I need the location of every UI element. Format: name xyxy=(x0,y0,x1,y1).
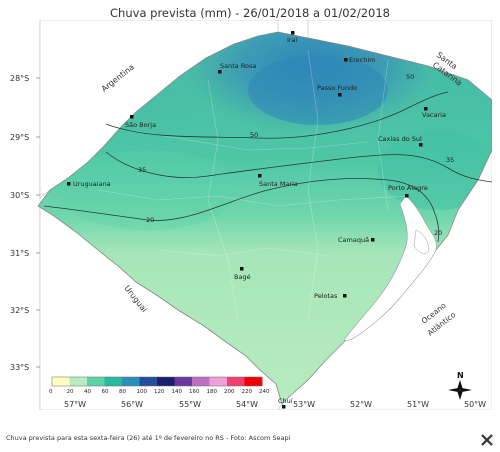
lon-label: 56°W xyxy=(121,400,143,409)
lon-label: 52°W xyxy=(350,400,372,409)
city-label-erechim: Erechim xyxy=(349,56,375,64)
legend-tick-label: 40 xyxy=(84,389,91,395)
legend-swatch xyxy=(122,377,140,386)
city-marker-porto-alegre xyxy=(405,194,409,198)
isoline-label: 35 xyxy=(138,166,146,174)
legend-swatch xyxy=(69,377,88,386)
legend-swatch xyxy=(139,377,158,386)
city-marker-sao-borja xyxy=(130,115,134,119)
legend-tick-label: 140 xyxy=(172,389,183,395)
city-label-caxias-do-sul: Caxias do Sul xyxy=(378,135,422,143)
city-marker-camaqua xyxy=(371,238,375,242)
city-marker-santa-rosa xyxy=(218,70,222,74)
map-title: Chuva prevista (mm) - 26/01/2018 a 01/02… xyxy=(110,6,390,20)
legend-tick-label: 160 xyxy=(189,389,200,395)
lat-label: 32°S xyxy=(10,306,29,315)
lon-label: 54°W xyxy=(236,400,258,409)
legend-swatch xyxy=(52,377,70,386)
city-label-chui: Chuí xyxy=(278,397,293,405)
city-label-santa-rosa: Santa Rosa xyxy=(220,62,256,70)
city-marker-vacaria xyxy=(424,107,428,111)
city-label-irai: Iraí xyxy=(287,36,298,44)
isoline-label: 50 xyxy=(250,131,258,139)
legend-swatch xyxy=(174,377,193,386)
city-marker-erechim xyxy=(344,58,348,62)
city-label-bage: Bagé xyxy=(234,273,251,281)
city-marker-chui xyxy=(282,405,286,409)
legend-tick-label: 80 xyxy=(119,389,126,395)
legend-swatch xyxy=(87,377,105,386)
lon-label: 50°W xyxy=(464,400,486,409)
lon-label: 55°W xyxy=(179,400,201,409)
city-marker-pelotas xyxy=(343,294,347,298)
legend-tick-label: 240 xyxy=(259,389,270,395)
legend-tick-label: 100 xyxy=(137,389,148,395)
city-marker-uruguaiana xyxy=(67,182,71,186)
close-icon[interactable] xyxy=(480,432,494,446)
legend-tick-label: 180 xyxy=(207,389,218,395)
legend-swatch xyxy=(244,377,263,386)
isoline-label: 20 xyxy=(146,216,154,224)
lat-label: 30°S xyxy=(10,191,29,200)
city-label-vacaria: Vacaria xyxy=(422,111,446,119)
legend-tick-label: 20 xyxy=(67,389,74,395)
city-label-passo-fundo: Passo Fundo xyxy=(317,84,357,92)
image-caption: Chuva prevista para esta sexta-feira (26… xyxy=(6,434,291,442)
compass-label: N xyxy=(457,371,464,380)
lon-label: 53°W xyxy=(293,400,315,409)
legend-swatch xyxy=(104,377,123,386)
legend-tick-label: 200 xyxy=(224,389,235,395)
lat-label: 31°S xyxy=(10,249,29,258)
color-legend: 0 20 40 60 80 100 120 140 160 180 200 220 240 xyxy=(48,376,270,395)
rainfall-map: 50 50 35 35 20 20 28°S 29°S 30°S 31°S 32… xyxy=(8,19,493,411)
isoline-label: 35 xyxy=(446,156,454,164)
city-label-camaqua: Camaquã xyxy=(338,236,369,244)
lat-label: 33°S xyxy=(10,363,29,372)
legend-swatch xyxy=(227,377,245,386)
legend-swatch xyxy=(157,377,175,386)
legend-tick-label: 120 xyxy=(154,389,165,395)
legend-tick-label: 60 xyxy=(102,389,109,395)
north-arrow-icon: N xyxy=(448,371,472,400)
city-marker-passo-fundo xyxy=(338,93,342,97)
city-label-porto-alegre: Porto Alegre xyxy=(388,184,428,192)
city-label-uruguaiana: Uruguaiana xyxy=(73,180,111,188)
city-marker-bage xyxy=(240,267,244,271)
lon-label: 57°W xyxy=(64,400,86,409)
legend-swatch xyxy=(192,377,210,386)
map-svg: 50 50 35 35 20 20 28°S 29°S 30°S 31°S 32… xyxy=(8,19,493,411)
city-label-santa-maria: Santa Maria xyxy=(259,180,298,188)
isoline-label: 20 xyxy=(434,229,442,237)
isoline-label: 50 xyxy=(406,73,414,81)
city-marker-irai xyxy=(291,31,295,35)
lat-label: 28°S xyxy=(10,74,29,83)
city-marker-caxias-do-sul xyxy=(419,143,423,147)
city-label-sao-borja: São Borja xyxy=(125,121,156,129)
legend-tick-label: 220 xyxy=(242,389,253,395)
legend-swatch xyxy=(209,377,228,386)
lat-label: 29°S xyxy=(10,133,29,142)
city-label-pelotas: Pelotas xyxy=(314,292,338,300)
legend-tick-label: 0 xyxy=(49,389,53,395)
lon-label: 51°W xyxy=(407,400,429,409)
city-marker-santa-maria xyxy=(258,174,262,178)
